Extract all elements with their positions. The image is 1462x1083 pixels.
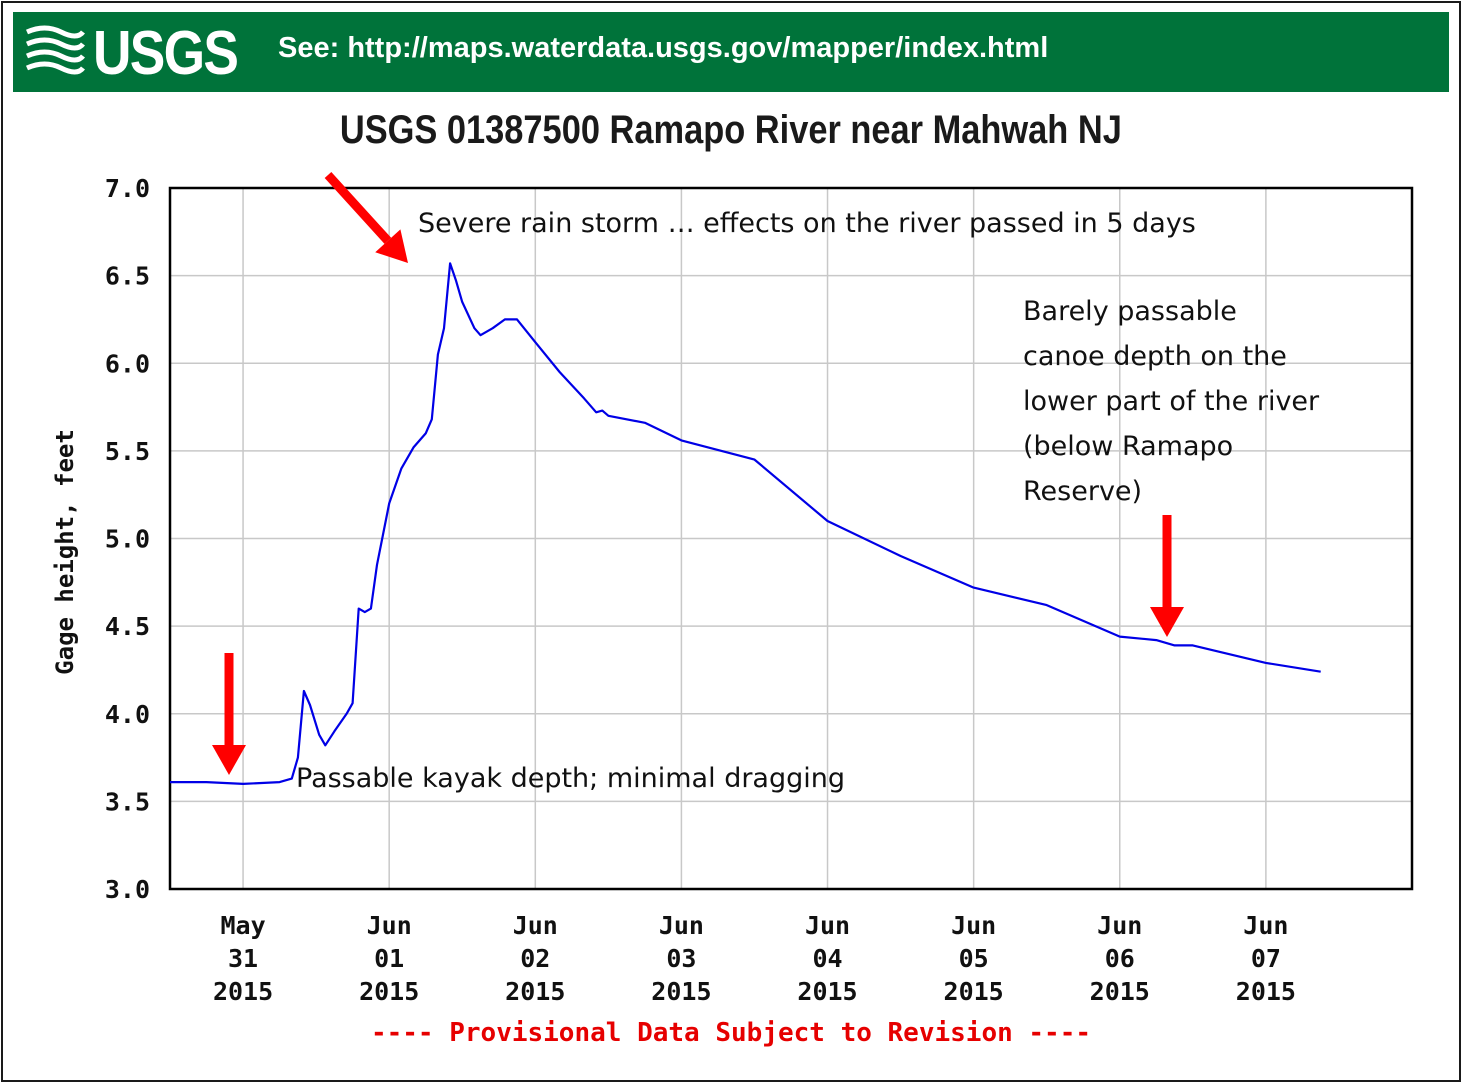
x-tick-label: 2015	[944, 977, 1004, 1006]
logo-text: USGS	[93, 19, 239, 88]
x-tick-label: 02	[520, 944, 550, 973]
usgs-banner: USGS See: http://maps.waterdata.usgs.gov…	[13, 12, 1449, 92]
provisional-notice: ---- Provisional Data Subject to Revisio…	[370, 1018, 1092, 1048]
kayak-annotation: Passable kayak depth; minimal dragging	[296, 763, 846, 794]
x-tick-label: 2015	[213, 977, 273, 1006]
canoe-annotation: Barely passable canoe depth on the lower…	[1023, 296, 1320, 507]
arrow-head	[212, 745, 246, 775]
y-tick-label: 4.5	[105, 612, 150, 641]
storm-arrow-icon	[324, 171, 408, 263]
x-tick-label: Jun	[1097, 911, 1142, 940]
arrow-head	[1150, 607, 1184, 637]
y-tick-label: 4.0	[105, 700, 150, 729]
x-tick-label: 2015	[505, 977, 565, 1006]
x-tick-label: 03	[666, 944, 696, 973]
x-tick-label: Jun	[513, 911, 558, 940]
x-tick-label: Jun	[805, 911, 850, 940]
x-tick-label: Jun	[367, 911, 412, 940]
x-tick-label: 07	[1251, 944, 1281, 973]
canoe-arrow-icon	[1150, 515, 1184, 637]
usgs-logo[interactable]: USGS	[25, 19, 245, 88]
gage-height-line	[170, 262, 1321, 785]
x-tick-label: 01	[374, 944, 404, 973]
storm-annotation: Severe rain storm … effects on the river…	[418, 208, 1196, 239]
x-tick-label: May	[220, 911, 265, 940]
y-tick-label: 6.0	[105, 349, 150, 378]
y-tick-label: 7.0	[105, 174, 150, 203]
y-tick-label: 5.5	[105, 437, 150, 466]
x-tick-label: Jun	[1243, 911, 1288, 940]
x-tick-label: Jun	[951, 911, 996, 940]
y-tick-label: 6.5	[105, 262, 150, 291]
x-tick-label: Jun	[659, 911, 704, 940]
x-tick-label: 05	[959, 944, 989, 973]
kayak-arrow-icon	[212, 653, 246, 775]
x-tick-label: 2015	[1236, 977, 1296, 1006]
arrow-head	[375, 229, 408, 263]
chart-title: USGS 01387500 Ramapo River near Mahwah N…	[339, 108, 1122, 152]
y-tick-label: 5.0	[105, 525, 150, 554]
x-tick-label: 2015	[651, 977, 711, 1006]
x-tick-label: 2015	[797, 977, 857, 1006]
arrow-shaft	[324, 171, 392, 244]
x-tick-label: 31	[228, 944, 258, 973]
x-tick-label: 04	[812, 944, 842, 973]
x-tick-label: 2015	[359, 977, 419, 1006]
mapper-link[interactable]: See: http://maps.waterdata.usgs.gov/mapp…	[278, 32, 1049, 64]
usgs-wave-icon	[25, 25, 85, 75]
y-tick-label: 3.0	[105, 875, 150, 904]
y-tick-label: 3.5	[105, 787, 150, 816]
x-tick-label: 06	[1105, 944, 1135, 973]
plot-border	[168, 186, 1414, 891]
x-tick-label: 2015	[1090, 977, 1150, 1006]
